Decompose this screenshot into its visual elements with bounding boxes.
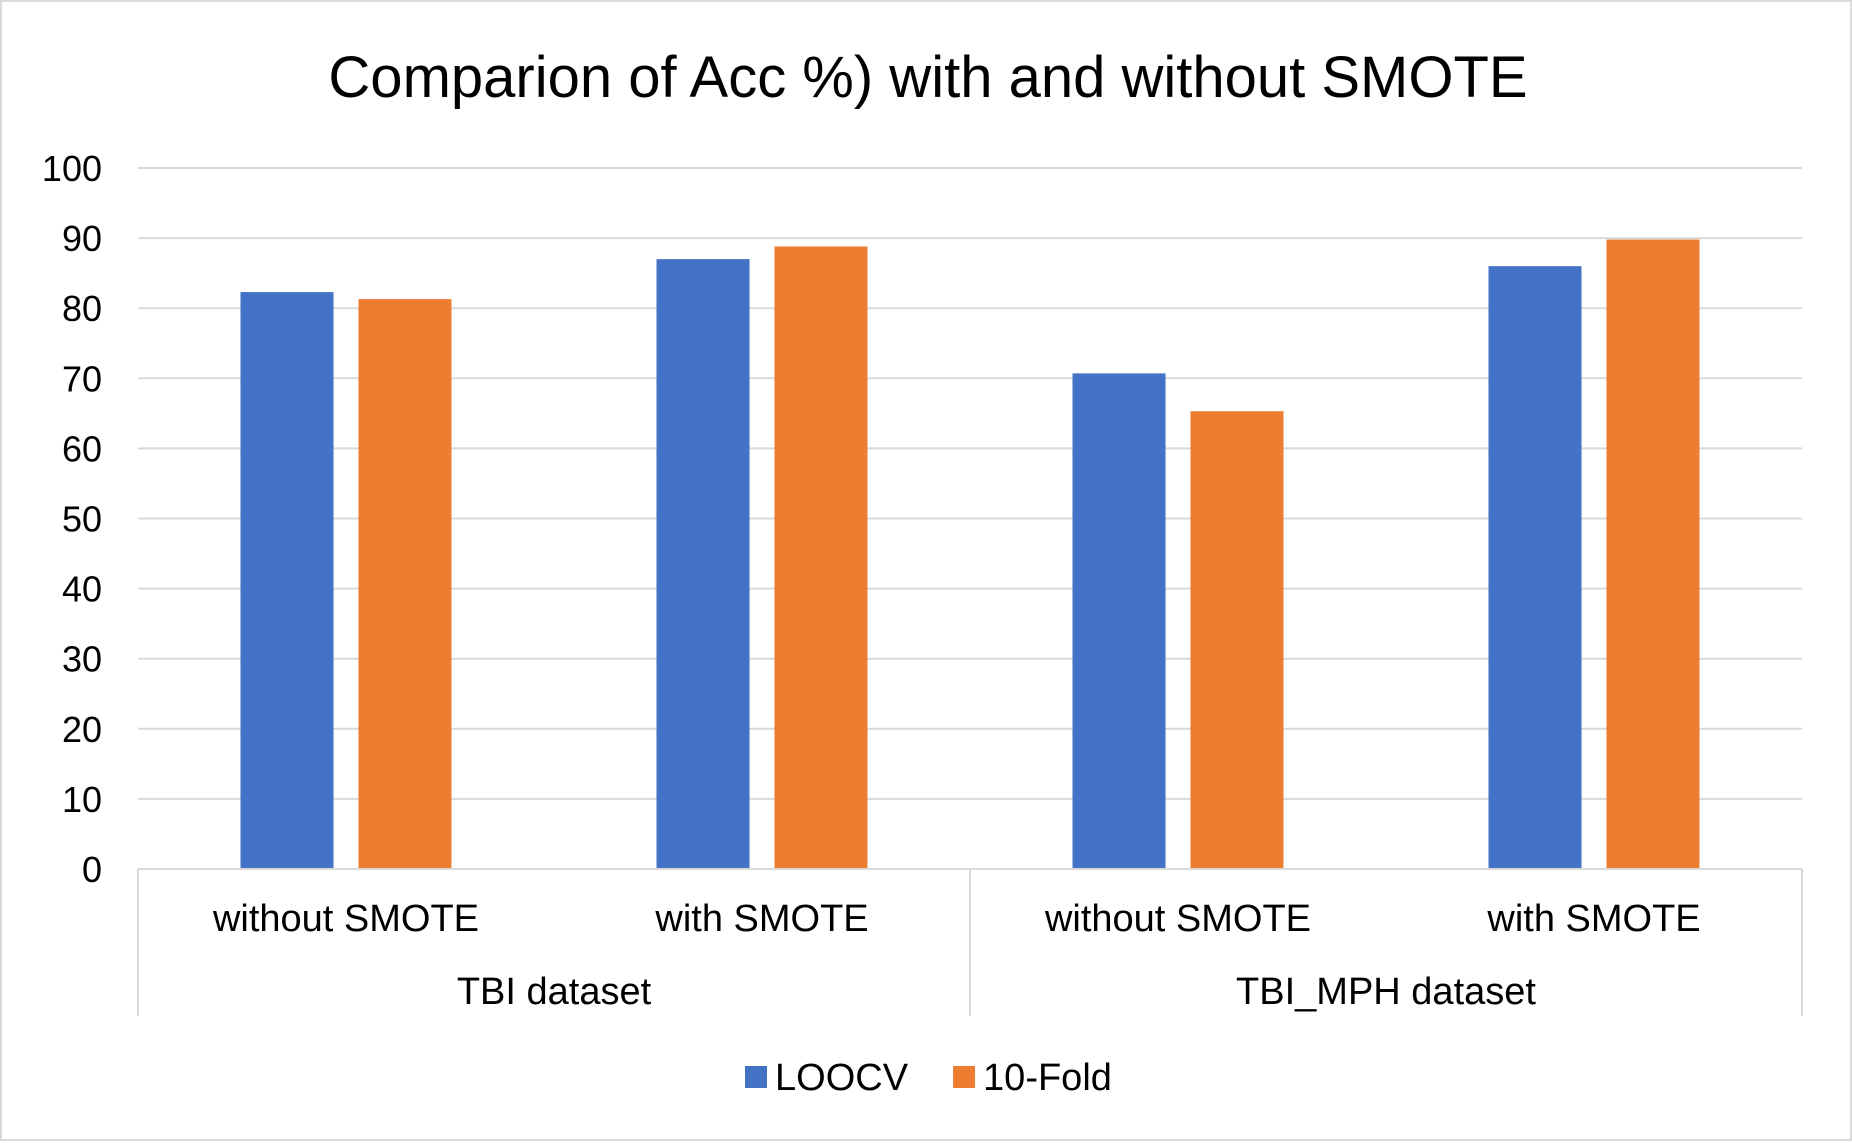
- bars: [240, 239, 1700, 870]
- y-tick-label: 80: [62, 288, 102, 329]
- y-tick-label: 30: [62, 639, 102, 680]
- legend-swatch: [745, 1066, 767, 1088]
- bar-loocv-3: [1488, 266, 1582, 869]
- y-tick-label: 0: [82, 849, 102, 890]
- bar-10-fold-0: [358, 299, 452, 869]
- y-tick-label: 20: [62, 709, 102, 750]
- y-tick-label: 10: [62, 779, 102, 820]
- x-group-label: TBI_MPH dataset: [1236, 971, 1536, 1013]
- x-category-label: without SMOTE: [1044, 898, 1311, 940]
- y-tick-label: 40: [62, 569, 102, 610]
- x-category-label: with SMOTE: [1486, 898, 1700, 940]
- bar-loocv-2: [1072, 373, 1166, 869]
- y-tick-label: 50: [62, 499, 102, 540]
- x-axis: [137, 868, 1803, 1016]
- chart-title: Comparion of Acc %) with and without SMO…: [328, 45, 1527, 110]
- x-category-label: with SMOTE: [654, 898, 868, 940]
- x-category-label: without SMOTE: [212, 898, 479, 940]
- y-tick-label: 100: [42, 148, 102, 189]
- y-tick-label: 90: [62, 218, 102, 259]
- y-tick-label: 60: [62, 428, 102, 469]
- x-group-label: TBI dataset: [457, 971, 652, 1013]
- legend-label: 10-Fold: [983, 1057, 1112, 1099]
- bar-loocv-0: [240, 292, 334, 869]
- y-axis-ticks: 0 10 20 30 40 50 60 70 80 90 100: [42, 148, 102, 890]
- y-tick-label: 70: [62, 358, 102, 399]
- bar-loocv-1: [656, 259, 750, 869]
- x-axis-category-labels: without SMOTE with SMOTE without SMOTE with…: [212, 898, 1701, 1013]
- legend: LOOCV 10-Fold: [745, 1057, 1112, 1099]
- legend-swatch: [953, 1066, 976, 1088]
- bar-10-fold-3: [1606, 239, 1700, 869]
- bar-10-fold-2: [1190, 411, 1284, 869]
- bar-10-fold-1: [774, 246, 868, 870]
- legend-label: LOOCV: [775, 1057, 909, 1099]
